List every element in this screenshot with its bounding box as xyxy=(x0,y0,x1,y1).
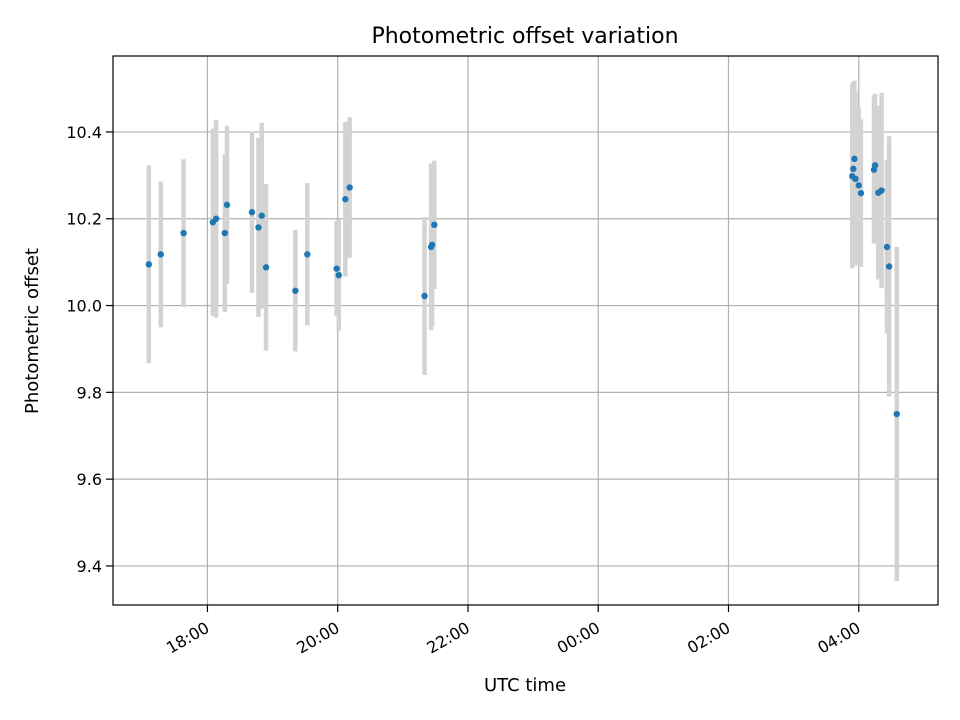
data-point xyxy=(857,189,865,197)
data-point xyxy=(851,155,858,163)
data-point xyxy=(223,201,231,209)
plot-background xyxy=(113,56,938,605)
y-tick-label: 10.2 xyxy=(66,210,102,229)
data-point xyxy=(852,175,859,183)
data-point xyxy=(428,241,436,248)
data-point xyxy=(431,221,438,229)
data-point xyxy=(180,229,187,237)
data-point xyxy=(893,410,900,418)
data-point xyxy=(421,292,428,300)
data-point xyxy=(248,209,256,216)
data-points xyxy=(145,155,900,418)
y-tick-label: 10.4 xyxy=(66,123,102,142)
data-point xyxy=(258,212,265,219)
data-point xyxy=(157,251,164,258)
plot-area xyxy=(112,55,939,606)
y-tick-label: 9.8 xyxy=(77,383,102,402)
plot-frame xyxy=(112,55,939,606)
chart-title: Photometric offset variation xyxy=(371,24,678,49)
data-point xyxy=(871,162,879,169)
y-tick-label: 9.6 xyxy=(77,470,102,489)
data-point xyxy=(145,261,153,268)
data-point xyxy=(850,165,857,173)
data-point xyxy=(855,182,862,189)
data-point xyxy=(335,271,342,279)
data-point xyxy=(885,263,893,270)
x-axis-label: UTC time xyxy=(484,675,566,696)
data-point xyxy=(292,287,299,294)
y-axis-label: Photometric offset xyxy=(22,248,43,414)
y-tick-label: 10.0 xyxy=(66,297,102,316)
data-point xyxy=(346,184,353,191)
data-point xyxy=(212,215,220,222)
data-point xyxy=(221,229,229,237)
data-point xyxy=(883,243,891,251)
y-axis: 9.4 9.6 9.8 10.0 10.2 10.4 xyxy=(66,123,113,576)
data-point xyxy=(255,224,262,231)
data-point xyxy=(262,264,270,271)
y-tick-label: 9.4 xyxy=(77,557,102,576)
data-point xyxy=(878,187,885,194)
data-point xyxy=(333,265,340,272)
data-point xyxy=(304,251,311,258)
data-point xyxy=(342,196,349,203)
